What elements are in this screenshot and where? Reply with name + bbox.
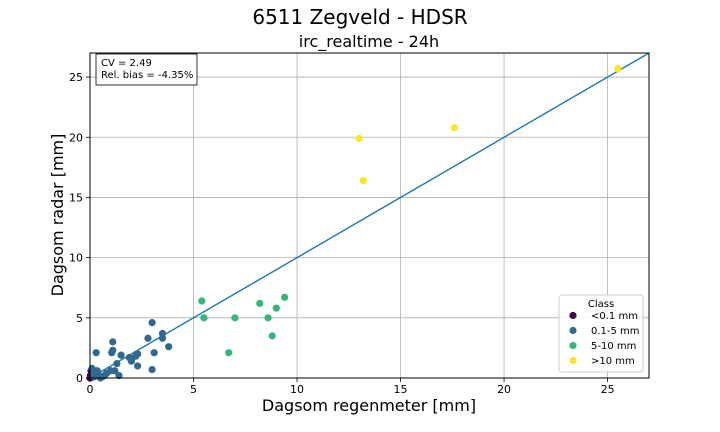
stats-box-frame: [95, 53, 198, 86]
y-tick-label: 20: [69, 131, 83, 144]
legend: Class <0.1 mm 0.1-5 mm 5-10 mm >10 mm: [558, 294, 644, 373]
y-tick-label: 25: [69, 71, 83, 84]
y-axis-ticks: 0 5 10 15 20 25: [69, 71, 90, 385]
series-3: [355, 65, 622, 185]
legend-frame: [558, 294, 644, 373]
data-point: [158, 334, 167, 342]
data-point: [109, 338, 117, 346]
data-point: [198, 297, 206, 305]
x-axis-label: Dagsom regenmeter [mm]: [262, 396, 476, 415]
legend-label: 5-10 mm: [591, 341, 636, 352]
legend-label: <0.1 mm: [591, 311, 638, 322]
legend-marker: [569, 311, 577, 320]
data-point: [92, 349, 100, 357]
x-tick-label: 10: [290, 383, 304, 396]
x-axis-ticks: 0 5 10 15 20 25: [87, 378, 615, 396]
y-tick-label: 5: [76, 312, 83, 325]
data-point: [134, 350, 142, 358]
legend-entries: <0.1 mm 0.1-5 mm 5-10 mm >10 mm: [569, 311, 640, 367]
data-point: [109, 346, 117, 354]
chart-subtitle: irc_realtime - 24h: [299, 32, 439, 52]
stats-box: CV = 2.49 Rel. bias = -4.35%: [95, 53, 198, 86]
data-point: [614, 65, 622, 73]
data-point: [256, 299, 264, 307]
data-point: [268, 332, 276, 340]
chart-title: 6511 Zegveld - HDSR: [252, 5, 467, 29]
stats-cv: CV = 2.49: [101, 58, 152, 69]
data-point: [148, 319, 156, 327]
legend-marker: [569, 341, 577, 350]
data-point: [144, 334, 152, 342]
data-point: [359, 176, 367, 185]
data-point: [127, 357, 136, 365]
data-point: [281, 293, 289, 301]
data-point: [264, 314, 272, 322]
data-point: [148, 365, 156, 374]
x-tick-label: 5: [190, 383, 197, 396]
data-point: [117, 351, 125, 359]
y-tick-label: 0: [76, 372, 83, 385]
plot-frame: [89, 52, 650, 379]
legend-label: 0.1-5 mm: [591, 326, 640, 337]
x-tick-label: 0: [87, 383, 94, 396]
y-axis-label: Dagsom radar [mm]: [48, 134, 67, 297]
x-tick-label: 25: [601, 383, 615, 396]
data-point: [134, 362, 142, 370]
y-tick-label: 15: [69, 191, 83, 204]
data-point: [165, 343, 173, 351]
legend-marker: [569, 356, 577, 365]
series-1: [88, 319, 173, 382]
legend-marker: [569, 326, 577, 335]
data-point: [111, 367, 119, 375]
legend-title: Class: [588, 299, 614, 310]
reference-line-group: [89, 52, 650, 379]
data-point: [231, 314, 239, 322]
x-tick-label: 20: [497, 383, 511, 396]
series-2: [198, 293, 289, 357]
data-point: [225, 349, 233, 357]
data-point: [272, 304, 280, 312]
data-point: [450, 124, 458, 132]
one-to-one-line: [89, 52, 650, 379]
y-tick-label: 10: [69, 252, 83, 265]
data-point: [115, 371, 123, 380]
stats-rel-bias: Rel. bias = -4.35%: [101, 70, 193, 81]
data-points: [86, 65, 622, 382]
data-point: [113, 359, 121, 368]
data-point: [200, 314, 208, 322]
x-tick-label: 15: [394, 383, 408, 396]
data-point: [150, 349, 158, 357]
legend-label: >10 mm: [591, 356, 635, 367]
data-point: [355, 134, 363, 143]
